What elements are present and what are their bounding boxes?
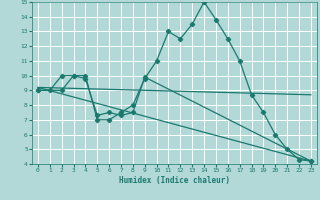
X-axis label: Humidex (Indice chaleur): Humidex (Indice chaleur) — [119, 176, 230, 185]
